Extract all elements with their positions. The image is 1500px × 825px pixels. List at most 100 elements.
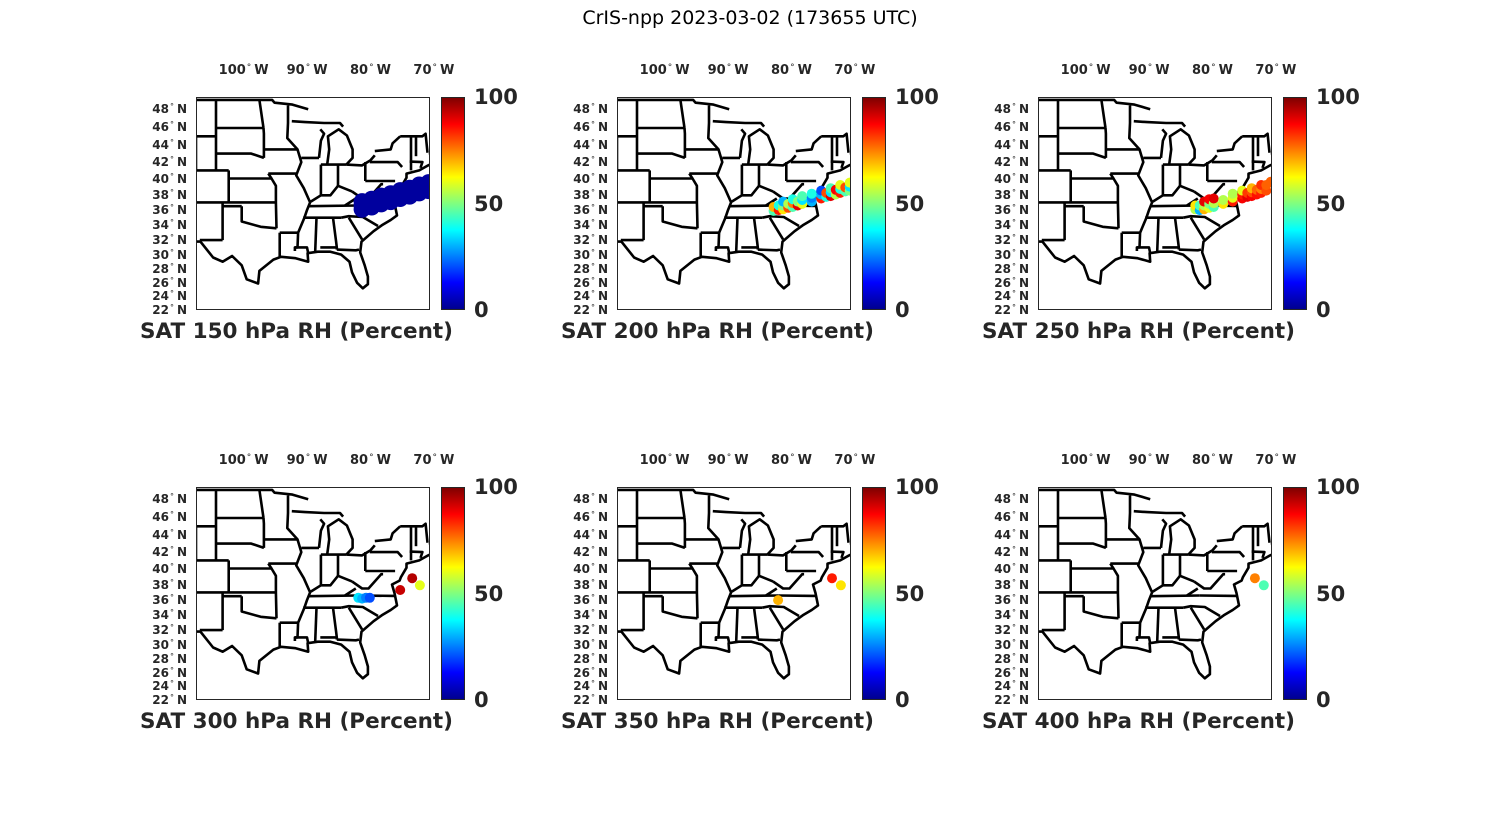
- boundary-line: [267, 172, 278, 229]
- lat-tick-label: 24° N: [994, 680, 1029, 693]
- degree-symbol: °: [1011, 120, 1016, 130]
- lat-tick-hemisphere: N: [1018, 561, 1029, 576]
- degree-symbol: °: [590, 171, 595, 181]
- degree-symbol: °: [1011, 608, 1016, 618]
- lon-tick-hemisphere: W: [376, 63, 391, 78]
- degree-symbol: °: [1147, 63, 1153, 73]
- lon-tick-hemisphere: W: [1282, 63, 1297, 78]
- degree-symbol: °: [169, 247, 174, 257]
- boundary-line: [313, 607, 318, 642]
- boundary-line: [729, 594, 779, 598]
- degree-symbol: °: [169, 651, 174, 661]
- degree-symbol: °: [169, 138, 174, 148]
- lat-tick-label: 30° N: [573, 248, 608, 261]
- lat-tick-label: 48° N: [994, 102, 1029, 116]
- boundary-line: [1173, 217, 1181, 248]
- degree-symbol: °: [590, 275, 595, 285]
- panel-title: SAT 350 hPa RH (Percent): [561, 709, 874, 734]
- lat-tick-hemisphere: N: [597, 275, 608, 290]
- boundary-line: [1128, 105, 1154, 251]
- boundary-line: [400, 522, 429, 543]
- lon-tick-hemisphere: W: [440, 453, 455, 468]
- lat-tick-value: 34: [573, 218, 590, 233]
- degree-symbol: °: [1011, 155, 1016, 165]
- boundary-line: [795, 135, 823, 153]
- lon-tick-value: 70: [413, 63, 432, 78]
- lat-tick-value: 42: [573, 155, 590, 170]
- panel-title: SAT 250 hPa RH (Percent): [982, 319, 1295, 344]
- boundary-line: [707, 495, 733, 641]
- lat-tick-label: 34° N: [152, 608, 187, 622]
- lat-tick-value: 22: [573, 693, 590, 707]
- lon-tick-hemisphere: W: [1096, 63, 1111, 78]
- lat-tick-label: 32° N: [994, 234, 1029, 247]
- boundary-line: [400, 132, 429, 153]
- boundary-line: [1162, 246, 1181, 250]
- boundary-line: [772, 572, 805, 590]
- boundary-line: [637, 152, 686, 160]
- boundary-line: [1038, 541, 1272, 680]
- boundary-line: [331, 607, 339, 638]
- lon-tick-hemisphere: W: [1218, 63, 1233, 78]
- colorbar-tick-label: 0: [895, 298, 910, 322]
- boundary-line: [347, 607, 364, 631]
- boundary-line: [1182, 604, 1221, 618]
- degree-symbol: °: [169, 275, 174, 285]
- state-boundaries: [1038, 488, 1272, 680]
- boundary-line: [1082, 596, 1119, 620]
- boundary-line: [1109, 172, 1120, 229]
- rh-data-point: [827, 573, 837, 584]
- boundary-line: [317, 518, 326, 549]
- rh-data-point: [414, 580, 425, 591]
- degree-symbol: °: [169, 545, 174, 555]
- lat-tick-label: 44° N: [994, 139, 1029, 152]
- colorbar-tick-label: 100: [895, 85, 939, 109]
- lat-tick-label: 32° N: [152, 234, 187, 247]
- colorbar-tick-label: 100: [1316, 475, 1360, 499]
- lon-tick-value: 80: [350, 453, 369, 468]
- lat-tick-hemisphere: N: [1018, 492, 1029, 507]
- lat-tick-label: 44° N: [152, 138, 187, 152]
- lat-tick-hemisphere: N: [1018, 187, 1029, 202]
- boundary-line: [617, 98, 730, 111]
- degree-symbol: °: [1011, 102, 1016, 112]
- lat-tick-hemisphere: N: [176, 261, 187, 276]
- boundary-line: [715, 246, 731, 254]
- degree-symbol: °: [590, 561, 595, 571]
- degree-symbol: °: [1211, 63, 1216, 73]
- lat-tick-label: 38° N: [573, 188, 608, 201]
- boundary-line: [374, 525, 402, 543]
- colorbar-tick-label: 50: [474, 581, 504, 606]
- degree-symbol: °: [1147, 453, 1153, 463]
- boundary-line: [1136, 636, 1152, 644]
- boundary-line: [291, 119, 345, 128]
- degree-symbol: °: [169, 510, 174, 520]
- map-plot-area: [1038, 487, 1272, 700]
- boundary-line: [1152, 184, 1195, 203]
- lat-tick-value: 44: [573, 528, 590, 543]
- lat-tick-value: 30: [152, 637, 169, 652]
- lat-tick-value: 40: [573, 171, 590, 186]
- degree-symbol: °: [169, 561, 174, 571]
- lat-tick-hemisphere: N: [176, 577, 187, 592]
- lat-tick-value: 40: [994, 171, 1011, 186]
- degree-symbol: °: [1011, 561, 1016, 571]
- lat-tick-label: 28° N: [152, 261, 187, 276]
- lat-tick-hemisphere: N: [176, 528, 187, 543]
- boundary-line: [1128, 495, 1154, 641]
- lat-tick-label: 44° N: [994, 529, 1029, 542]
- boundary-line: [712, 509, 766, 518]
- lat-tick-label: 40° N: [573, 171, 608, 186]
- degree-symbol: °: [1011, 593, 1016, 603]
- degree-symbol: °: [590, 623, 595, 633]
- degree-symbol: °: [305, 453, 311, 463]
- lon-tick-label: 100° W: [1061, 64, 1111, 78]
- degree-symbol: °: [169, 608, 174, 618]
- lon-tick-label: 100° W: [219, 64, 269, 78]
- lat-tick-hemisphere: N: [597, 261, 608, 276]
- colorbar: [441, 97, 465, 310]
- lat-tick-label: 24° N: [994, 290, 1029, 303]
- plot-frame: [1038, 97, 1272, 310]
- lat-tick-value: 30: [994, 637, 1011, 652]
- lat-tick-value: 24: [573, 289, 590, 304]
